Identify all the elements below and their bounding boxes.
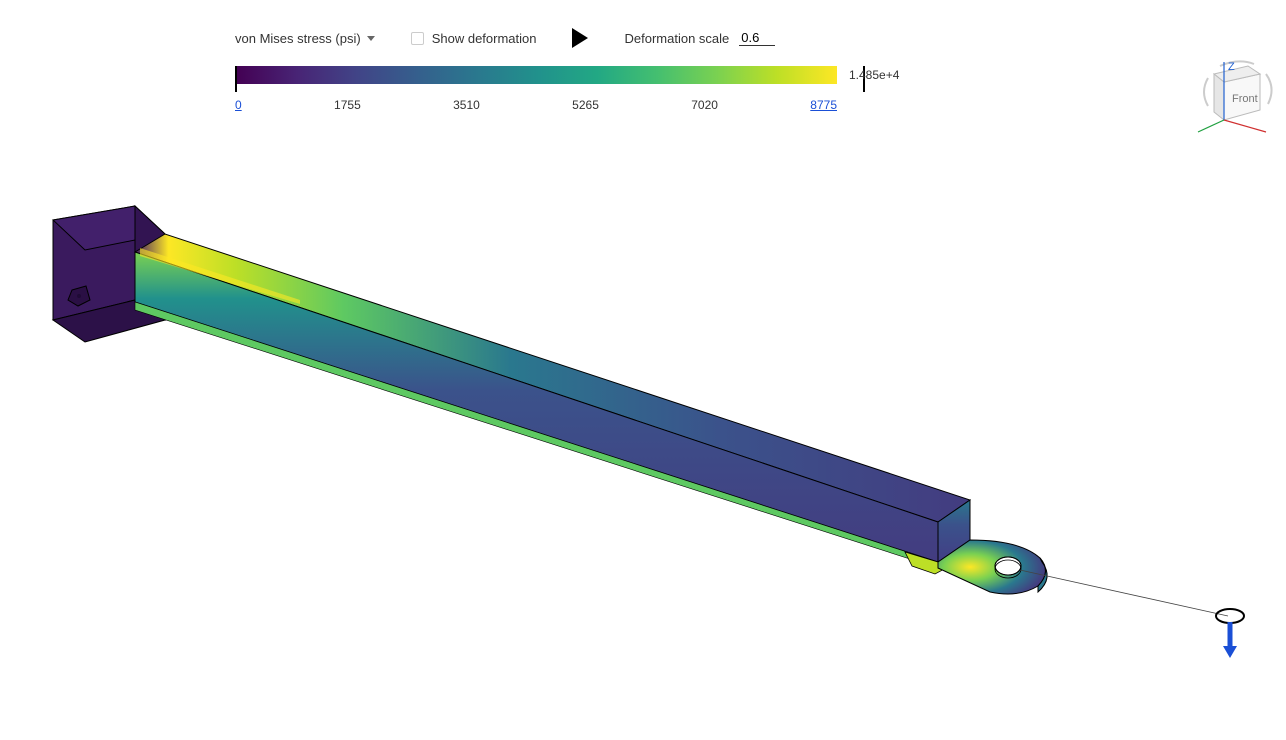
3d-viewport[interactable] bbox=[0, 0, 1286, 740]
beam-bottom-bright-strip bbox=[135, 302, 938, 568]
fea-model-render bbox=[0, 0, 1286, 740]
axis-z-label: Z bbox=[1228, 61, 1235, 73]
view-cube[interactable]: Z Front bbox=[1194, 60, 1282, 148]
force-leader-line bbox=[1020, 570, 1228, 616]
viewcube-face-label: Front bbox=[1232, 93, 1258, 105]
force-indicator bbox=[1212, 606, 1252, 663]
beam-top-face bbox=[135, 234, 970, 522]
beam-side-face bbox=[135, 252, 938, 562]
